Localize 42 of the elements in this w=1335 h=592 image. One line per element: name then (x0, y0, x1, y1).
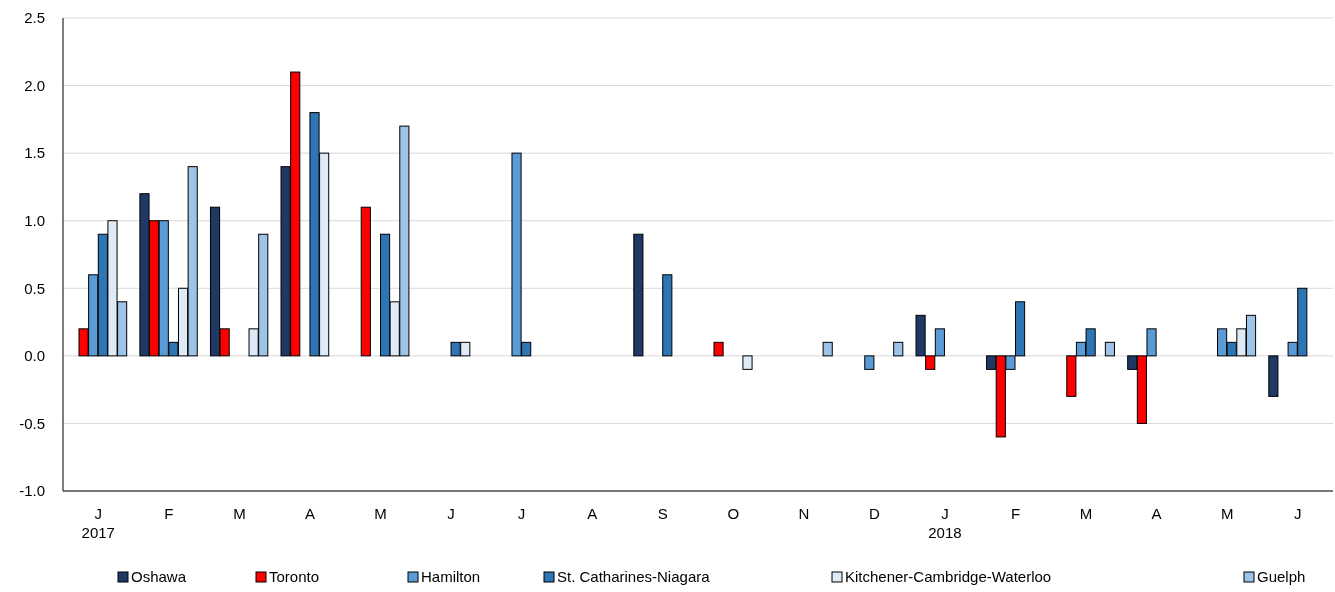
x-tick-label: O (727, 505, 740, 522)
legend-label: Toronto (269, 568, 320, 585)
x-tick-label: J (447, 505, 455, 522)
x-tick-label: S (657, 505, 668, 522)
x-tick-label: M (374, 505, 387, 522)
bar (633, 233, 644, 357)
x-tick-label: A (304, 505, 315, 522)
bar (713, 341, 724, 357)
legend-label: Hamilton (421, 568, 481, 585)
bar (1104, 341, 1115, 357)
bar (864, 355, 875, 370)
x-tick-label: M (1079, 505, 1093, 522)
legend-label: Guelph (1257, 568, 1306, 585)
x-tick-label: M (233, 505, 246, 522)
x-tick-label: A (587, 505, 598, 522)
x-tick-label: M (1220, 505, 1234, 522)
x-tick-label: J 2017 (81, 505, 115, 541)
y-tick-label: 0.0 (24, 347, 45, 365)
x-tick-label: N (798, 505, 810, 522)
x-tick-label: J (1293, 505, 1302, 522)
x-tick-label: F (164, 505, 174, 522)
bar (360, 206, 371, 357)
bar (742, 355, 753, 370)
legend-label: Kitchener-Cambridge-Waterloo (845, 568, 1052, 585)
bar (893, 341, 904, 357)
legend-label: St. Catharines-Niagara (557, 568, 711, 585)
y-tick-label: -1.0 (19, 482, 45, 500)
y-tick-label: 1.0 (24, 211, 45, 229)
y-tick-label: 0.5 (24, 279, 45, 297)
y-tick-label: 2.0 (24, 76, 45, 94)
x-tick-label: A (1151, 505, 1162, 522)
x-tick-label: F (1010, 505, 1021, 522)
bar (1268, 355, 1279, 397)
y-tick-label: -0.5 (19, 414, 45, 432)
bar (822, 341, 833, 357)
x-tick-label: J (517, 505, 526, 522)
bar (662, 274, 673, 357)
x-tick-label: D (868, 505, 880, 522)
y-tick-label: 2.5 (24, 9, 45, 27)
y-tick-label: 1.5 (24, 144, 45, 162)
legend-label: Oshawa (131, 568, 187, 585)
x-tick-label: J 2018 (928, 505, 962, 541)
